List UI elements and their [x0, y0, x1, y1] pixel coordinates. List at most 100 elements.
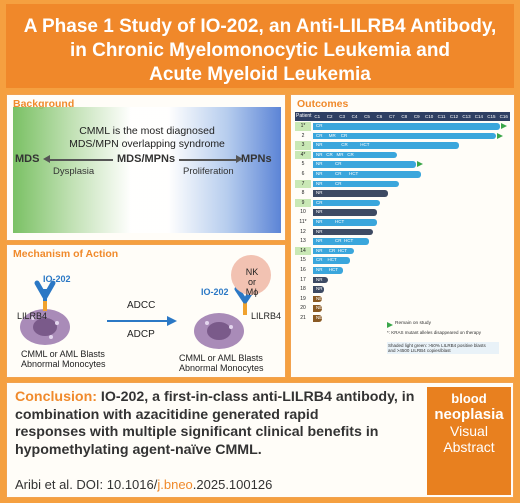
cycle-header-label: C13 — [462, 114, 471, 119]
patient-bar: NR HCT — [313, 219, 377, 226]
patient-label: 20 — [300, 305, 306, 312]
patient-label: 14 — [300, 247, 306, 254]
patient-label: 1* — [300, 123, 306, 129]
row-shade — [295, 246, 311, 256]
patient-bar: NE — [313, 315, 323, 322]
cycle-header-label: C11 — [437, 114, 446, 119]
patient-label: 13 — [300, 238, 306, 245]
legend-remain-label: Remain on study — [395, 321, 431, 326]
proliferation-label: Proliferation — [183, 166, 234, 177]
citation-suffix: .2025.100126 — [192, 477, 273, 492]
patient-bar: CR MR CR — [313, 132, 497, 140]
mds-mpn-label: MDS/MPNs — [117, 153, 176, 165]
patient-bar: NR CR — [313, 180, 400, 188]
citation-prefix: Aribi et al. DOI: 10.1016/ — [15, 477, 158, 492]
patient-bar: NR — [313, 190, 388, 197]
patient-bar: NE — [313, 295, 323, 303]
conclusion-line-4: hypomethylating agent-naïve CMML. — [15, 441, 262, 458]
patient-label: 11* — [299, 219, 307, 225]
badge-line-3: Visual — [450, 423, 488, 439]
row-shade — [295, 141, 311, 150]
cycle-header-label: C14 — [474, 114, 484, 119]
outcomes-heading: Outcomes — [297, 98, 349, 110]
cycle-header-label: C3 — [339, 114, 345, 119]
adcc-label: ADCC — [127, 300, 156, 311]
patient-label: 12 — [300, 228, 306, 235]
title-line-1: A Phase 1 Study of IO-202, an Anti-LILRB… — [23, 16, 497, 37]
cell-left-line-1: CMML or AML Blasts — [21, 349, 105, 359]
antibody-left-icon — [34, 280, 56, 311]
cycle-header-label: C8 — [401, 114, 408, 119]
title-line-2: in Chronic Myelomonocytic Leukemia and — [69, 40, 451, 61]
cycle-header-label: C7 — [388, 114, 395, 119]
patient-label: 2 — [301, 132, 305, 139]
mpns-label: MPNs — [241, 153, 272, 165]
cycle-header-label: C12 — [449, 114, 459, 119]
conclusion-line-1: IO-202, a first-in-class anti-LILRB4 ant… — [100, 389, 415, 405]
badge-line-1: blood — [451, 391, 487, 406]
cycle-header-label: C6 — [376, 114, 383, 119]
mechanism-illustration — [20, 255, 271, 349]
patient-label: 9 — [301, 199, 305, 206]
dysplasia-label: Dysplasia — [53, 166, 95, 177]
row-shade — [295, 198, 311, 208]
patient-label: 6 — [301, 171, 305, 177]
patient-bar: CR — [313, 199, 381, 207]
lilrb4-right-label: LILRB4 — [251, 311, 282, 321]
conclusion-line-2: combination with azacitidine generated r… — [15, 406, 319, 423]
journal-badge: blood neoplasia Visual Abstract — [427, 387, 511, 495]
cycle-header-label: C2 — [326, 114, 333, 119]
patient-bar: NR CR HCT — [313, 171, 422, 178]
legend-shade-label: Shaded light green: >50% LILRB4 positive… — [387, 342, 499, 354]
patient-header-label: Patient — [296, 113, 312, 119]
patient-label: 3 — [301, 142, 305, 149]
mechanism-heading: Mechanism of Action — [13, 248, 119, 260]
patient-bar: NE — [313, 305, 323, 312]
outcomes-header-row — [295, 112, 510, 121]
conclusion-text: Conclusion: IO-202, a first-in-class ant… — [15, 389, 415, 459]
row-shade — [295, 150, 311, 160]
patient-bar: NR CR HCT — [313, 238, 370, 245]
title-line-3: Acute Myeloid Leukemia — [149, 64, 371, 85]
patient-bar: NR CR MR CR — [313, 151, 398, 159]
patient-bar: CR — [313, 123, 500, 130]
patient-bar: NR — [313, 286, 325, 293]
patient-bar: NR — [313, 209, 377, 216]
cycle-header-label: C16 — [499, 114, 508, 119]
cycle-header-label: C15 — [487, 114, 496, 119]
cycle-header-label: C5 — [364, 114, 370, 119]
patient-label: 18 — [300, 286, 306, 293]
cycle-header-label: C9 — [413, 114, 420, 119]
patient-label: 4* — [300, 151, 306, 158]
adcp-label: ADCP — [127, 329, 155, 340]
effector-cell-icon — [231, 255, 271, 295]
outcomes-panel: Outcomes Patient C1 C2 C3 C4 C5 C6 C7 C8 C9 C10 C11… — [290, 94, 515, 378]
remain-arrow-icon — [497, 132, 504, 139]
patient-bar: NR CR HCT — [313, 142, 459, 149]
io202-right-label: IO-202 — [201, 287, 229, 297]
background-statement-line-2: MDS/MPN overlapping syndrome — [69, 138, 225, 150]
effector-label: NK or Mϕ — [245, 267, 259, 297]
badge-line-2: neoplasia — [434, 406, 504, 423]
patient-label: 21 — [300, 315, 306, 321]
patient-label: 17 — [300, 276, 306, 283]
patient-label: 10 — [300, 209, 306, 216]
mds-label: MDS — [15, 153, 40, 165]
background-statement-line-1: CMML is the most diagnosed — [79, 125, 215, 137]
cell-right-line-1: CMML or AML Blasts — [179, 353, 263, 363]
legend-shade-line-1: Shaded light green: >50% LILRB4 positive… — [388, 343, 486, 348]
conclusion-label: Conclusion: — [15, 389, 97, 405]
patient-bar: NR HCT — [313, 267, 343, 274]
patient-label: 5 — [301, 161, 305, 168]
process-arrow-head-icon — [167, 316, 177, 326]
legend-arrow-icon — [387, 322, 393, 328]
patient-bar: CR HCT — [313, 257, 351, 264]
arrow-right-head-icon — [236, 155, 243, 163]
remain-arrow-icon — [416, 161, 423, 168]
cycle-header-label: C1 — [314, 114, 321, 119]
row-shade — [295, 122, 311, 131]
row-shade — [295, 179, 311, 189]
patient-bar: NR CR HCT — [313, 247, 355, 255]
citation-link[interactable]: j.bneo — [157, 477, 193, 492]
